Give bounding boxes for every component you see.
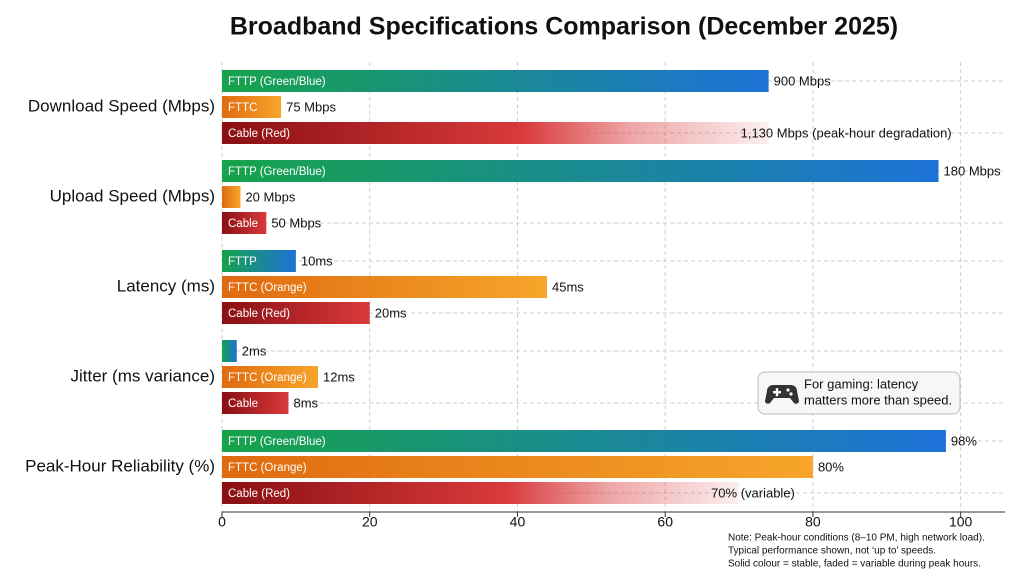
bar-annotation: 75 Mbps xyxy=(286,99,336,114)
bar xyxy=(222,250,296,272)
bar xyxy=(222,212,267,234)
x-tick-label: 100 xyxy=(949,514,973,530)
category-label: Jitter (ms variance) xyxy=(70,366,215,385)
bar xyxy=(222,70,769,92)
bar-annotation: 12ms xyxy=(323,369,355,384)
bar xyxy=(222,96,282,118)
x-tick-label: 80 xyxy=(805,514,821,530)
bar xyxy=(222,366,319,388)
bar-annotation: 1,130 Mbps (peak-hour degradation) xyxy=(741,125,952,140)
bar-inner-label: FTTC (Orange) xyxy=(228,282,307,294)
note: Solid colour = stable, faded = variable … xyxy=(728,559,981,570)
bar-inner-label: FTTP xyxy=(228,256,257,268)
bar-inner-label: Cable (Red) xyxy=(228,128,290,140)
bar xyxy=(222,392,289,414)
callout-text: For gaming: latency xyxy=(804,376,919,391)
bar-annotation: 20 Mbps xyxy=(245,189,295,204)
bar-annotation: 45ms xyxy=(552,279,584,294)
callout-box xyxy=(757,371,961,415)
category-label: Download Speed (Mbps) xyxy=(28,96,215,115)
category-label: Upload Speed (Mbps) xyxy=(50,186,215,205)
bar xyxy=(222,276,548,298)
x-tick-label: 20 xyxy=(362,514,378,530)
bar-annotation: 2ms xyxy=(242,343,267,358)
bar xyxy=(222,160,939,182)
bar-inner-label: FTTP (Green/Blue) xyxy=(228,76,326,88)
bar-annotation: 50 Mbps xyxy=(271,215,321,230)
bar-annotation: 180 Mbps xyxy=(944,163,1002,178)
bar-inner-label: FTTC (Orange) xyxy=(228,372,307,384)
bar-annotation: 70% (variable) xyxy=(711,485,795,500)
x-tick-label: 40 xyxy=(510,514,526,530)
bar-inner-label: FTTP (Green/Blue) xyxy=(228,166,326,178)
bar-inner-label: Cable xyxy=(228,398,258,410)
bar-annotation: 20ms xyxy=(375,305,407,320)
bar xyxy=(222,430,946,452)
bar-inner-label: Cable xyxy=(228,218,258,230)
chart-title: Broadband Specifications Comparison (Dec… xyxy=(230,13,898,41)
note: Note: Peak-hour conditions (8–10 PM, hig… xyxy=(728,533,985,544)
bar-annotation: 10ms xyxy=(301,253,333,268)
bar xyxy=(222,302,370,324)
bar-inner-label: FTTP (Green/Blue) xyxy=(228,436,326,448)
note: Typical performance shown, not ‘up to’ s… xyxy=(728,546,936,557)
bar xyxy=(222,340,237,362)
bar xyxy=(222,482,740,504)
bar xyxy=(222,122,769,144)
bar-annotation: 98% xyxy=(951,433,977,448)
bar xyxy=(222,456,813,478)
x-tick-label: 0 xyxy=(218,514,226,530)
callout: For gaming: latency matters more than sp… xyxy=(757,371,961,415)
bar-annotation: 8ms xyxy=(293,395,318,410)
bar-annotation: 900 Mbps xyxy=(774,73,832,88)
gamepad-icon xyxy=(765,385,799,404)
bar xyxy=(222,186,241,208)
callout-text: matters more than speed. xyxy=(804,392,952,407)
category-label: Latency (ms) xyxy=(117,276,215,295)
bar-inner-label: FTTC (Orange) xyxy=(228,462,307,474)
bar-inner-label: FTTC xyxy=(228,102,257,114)
bar-inner-label: Cable (Red) xyxy=(228,308,290,320)
bar-inner-label: Cable (Red) xyxy=(228,488,290,500)
category-label: Peak-Hour Reliability (%) xyxy=(25,456,215,475)
x-tick-label: 60 xyxy=(657,514,673,530)
bar-annotation: 80% xyxy=(818,459,844,474)
